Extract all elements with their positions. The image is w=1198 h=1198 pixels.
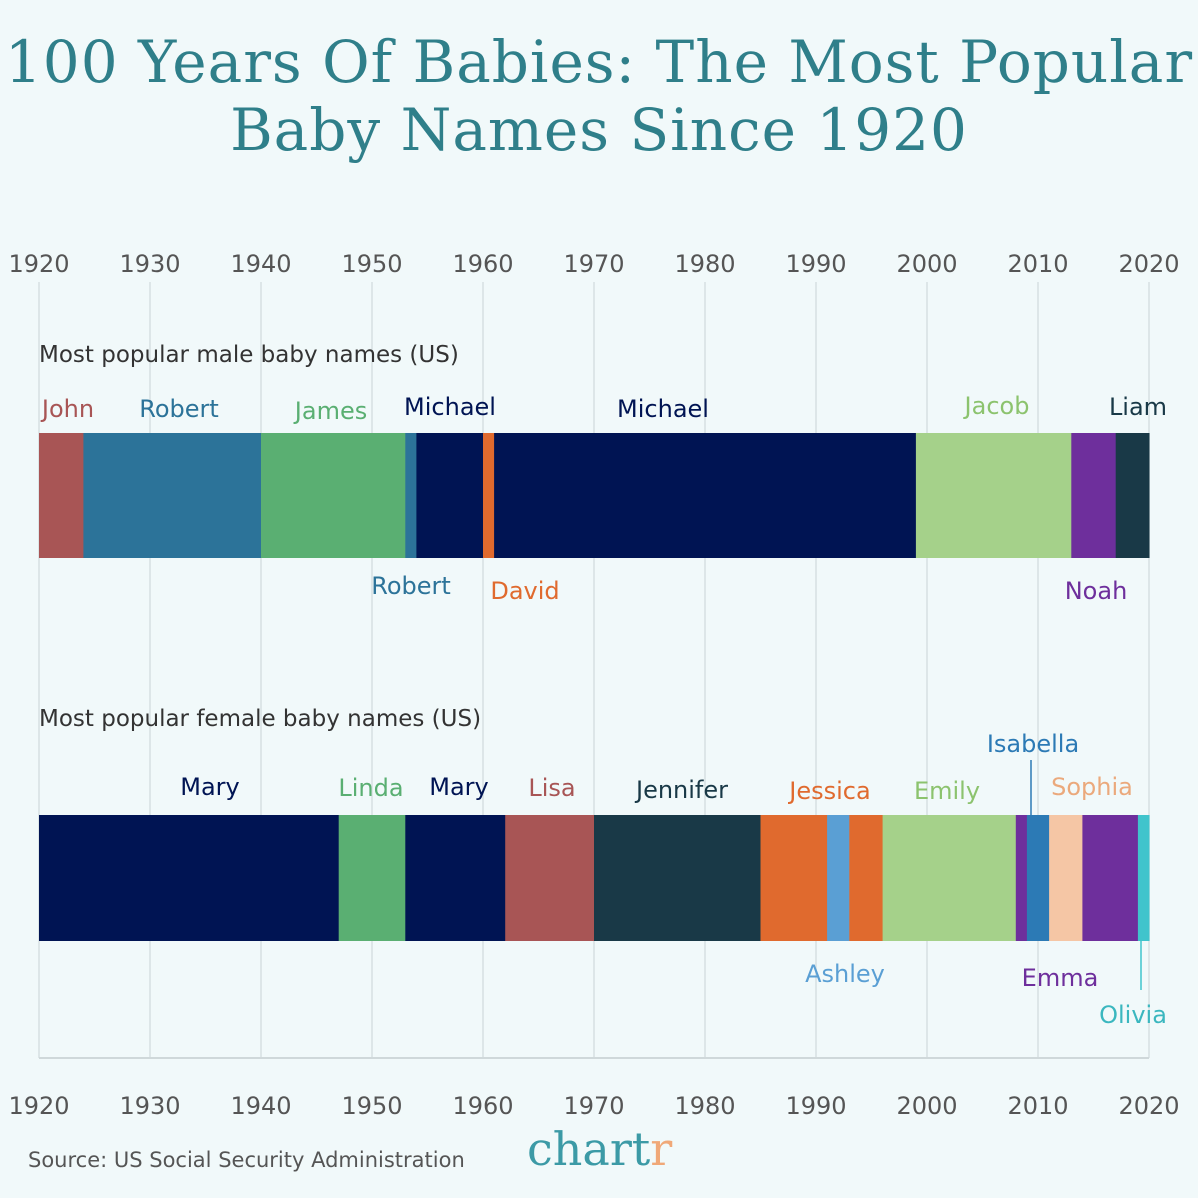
x-tick-label-top: 1940 <box>230 250 291 278</box>
segment-label-noah: Noah <box>1065 577 1128 605</box>
x-tick-label-top: 1930 <box>119 250 180 278</box>
segment-label-mary: Mary <box>180 773 239 801</box>
bar-segment-emma <box>1015 815 1028 941</box>
segment-label-michael: Michael <box>404 393 496 421</box>
segment-label-liam: Liam <box>1109 393 1167 421</box>
x-tick-label-bottom: 1960 <box>452 1092 513 1120</box>
bar-segment-liam <box>1115 433 1150 558</box>
segment-label-david: David <box>490 577 559 605</box>
bar-segment-robert <box>405 433 417 558</box>
x-tick-label-bottom: 1920 <box>8 1092 69 1120</box>
x-tick-label-top: 2010 <box>1007 250 1068 278</box>
chartr-logo: chartr <box>527 1122 673 1176</box>
segment-label-linda: Linda <box>338 774 403 802</box>
x-tick-label-bottom: 2020 <box>1118 1092 1179 1120</box>
chart-subtitle: Most popular male baby names (US) <box>39 342 459 368</box>
segment-label-james: James <box>293 397 367 425</box>
bar-segment-michael <box>416 433 484 558</box>
segment-label-ashley: Ashley <box>805 960 885 988</box>
bar-segment-olivia <box>1137 815 1150 941</box>
bar-segment-mary <box>405 815 506 941</box>
x-tick-label-top: 1980 <box>674 250 735 278</box>
x-tick-label-bottom: 1990 <box>785 1092 846 1120</box>
bar-segment-david <box>483 433 495 558</box>
x-tick-label-top: 1950 <box>341 250 402 278</box>
bar-segment-jessica <box>849 815 884 941</box>
x-tick-label-top: 1960 <box>452 250 513 278</box>
segment-label-isabella: Isabella <box>987 730 1079 758</box>
bar-segment-sophia <box>1049 815 1083 941</box>
bar-segment-noah <box>1071 433 1117 558</box>
segment-label-emma: Emma <box>1022 964 1099 992</box>
x-tick-label-bottom: 1980 <box>674 1092 735 1120</box>
segment-label-sophia: Sophia <box>1051 773 1133 801</box>
x-tick-label-top: 1990 <box>785 250 846 278</box>
bar-segment-ashley <box>827 815 850 941</box>
segment-label-jessica: Jessica <box>787 777 870 805</box>
bar-segment-jacob <box>915 433 1072 558</box>
bar-segment-linda <box>338 815 406 941</box>
segment-label-jacob: Jacob <box>963 392 1030 420</box>
segment-label-robert: Robert <box>139 395 219 423</box>
x-tick-label-bottom: 2010 <box>1007 1092 1068 1120</box>
x-tick-label-bottom: 1950 <box>341 1092 402 1120</box>
segment-label-lisa: Lisa <box>528 774 575 802</box>
bar-segment-robert <box>83 433 262 558</box>
x-tick-label-bottom: 1940 <box>230 1092 291 1120</box>
bar-segment-emma <box>1082 815 1139 941</box>
x-tick-label-top: 1920 <box>8 250 69 278</box>
segment-label-michael: Michael <box>617 395 709 423</box>
x-tick-label-bottom: 2000 <box>896 1092 957 1120</box>
x-tick-label-bottom: 1970 <box>563 1092 624 1120</box>
segment-label-emily: Emily <box>914 777 980 805</box>
bar-segment-lisa <box>505 815 595 941</box>
bar-segment-john <box>39 433 84 558</box>
segment-label-john: John <box>40 395 94 423</box>
source-note: Source: US Social Security Administratio… <box>28 1148 465 1172</box>
segment-label-jennifer: Jennifer <box>634 776 728 804</box>
segment-label-robert: Robert <box>371 572 451 600</box>
bar-segment-james <box>261 433 406 558</box>
bar-segment-jessica <box>760 815 828 941</box>
segment-label-mary: Mary <box>429 773 488 801</box>
bar-segment-jennifer <box>594 815 761 941</box>
x-tick-label-bottom: 1930 <box>119 1092 180 1120</box>
x-tick-label-top: 2020 <box>1118 250 1179 278</box>
x-tick-label-top: 1970 <box>563 250 624 278</box>
bar-segment-emily <box>882 815 1017 941</box>
bar-segment-michael <box>494 433 917 558</box>
chart-subtitle: Most popular female baby names (US) <box>39 706 481 732</box>
chart-title: 100 Years Of Babies: The Most Popular Ba… <box>4 28 1194 164</box>
bar-segment-mary <box>39 815 340 941</box>
x-tick-label-top: 2000 <box>896 250 957 278</box>
bar-segment-isabella <box>1026 815 1050 941</box>
segment-label-olivia: Olivia <box>1099 1001 1167 1029</box>
